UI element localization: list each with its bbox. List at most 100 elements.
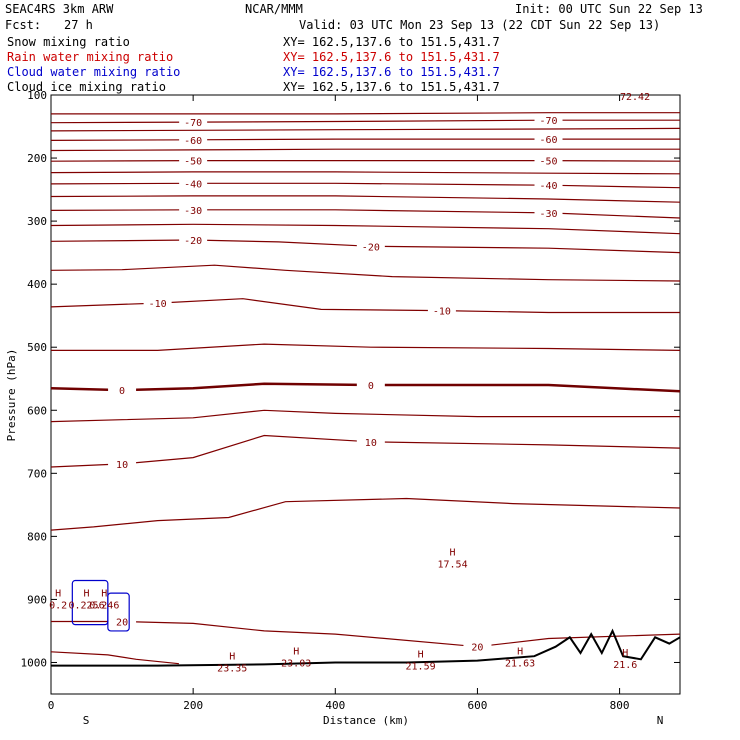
contour-label-bg — [179, 203, 208, 215]
high-value: 21.59 — [406, 661, 436, 672]
field-xy: XY= 162.5,137.6 to 151.5,431.7 — [283, 65, 500, 79]
contour-line — [50, 239, 681, 254]
contour-label-bg — [108, 384, 137, 396]
x-tick-label: 0 — [48, 699, 55, 712]
fcst-label: Fcst: — [5, 18, 41, 32]
y-axis-label: Pressure (hPa) — [5, 349, 18, 442]
y-tick-label: 700 — [27, 467, 47, 480]
high-marker: H — [622, 648, 628, 659]
contour-label: 10 — [365, 438, 377, 449]
x-tick-label: 200 — [183, 699, 203, 712]
contour-label-bg — [179, 177, 208, 189]
high-marker: H — [84, 588, 90, 599]
y-tick-label: 500 — [27, 341, 47, 354]
high-value: 23.03 — [281, 658, 311, 669]
y-tick-label: 600 — [27, 404, 47, 417]
contour-label: 0 — [368, 381, 374, 392]
cloud-water-layer — [71, 579, 130, 632]
contour-label: -20 — [362, 242, 380, 253]
high-value: 23.35 — [217, 663, 247, 674]
contour-label: -70 — [539, 116, 557, 127]
high-value: 21.63 — [505, 658, 535, 669]
contour-label-bg — [534, 114, 563, 126]
terrain-layer — [51, 628, 681, 667]
field-label: Rain water mixing ratio — [7, 50, 173, 64]
y-tick-label: 1000 — [21, 656, 48, 669]
terrain-line — [51, 628, 681, 667]
contour-line — [50, 195, 681, 203]
contour-label-bg — [143, 297, 172, 309]
contour-label-bg — [427, 304, 456, 316]
center-label: NCAR/MMM — [245, 2, 303, 16]
contour-line — [50, 264, 681, 282]
x-left-end-label: S — [83, 714, 90, 727]
field-legend: Snow mixing ratio XY= 162.5,137.6 to 151.… — [7, 35, 500, 94]
x-tick-label: 600 — [468, 699, 488, 712]
high-marker: H — [55, 588, 61, 599]
contour-label: -50 — [184, 157, 202, 168]
contour-label-bg — [179, 116, 208, 128]
contour-label-bg — [108, 457, 137, 469]
contour-label: -60 — [184, 136, 202, 147]
y-tick-label: 400 — [27, 278, 47, 291]
contour-label-bg — [179, 154, 208, 166]
contour-label-bg — [534, 179, 563, 191]
x-tick-label: 400 — [325, 699, 345, 712]
valid-time: Valid: 03 UTC Mon 23 Sep 13 (22 CDT Sun … — [299, 18, 660, 32]
field-label: Cloud water mixing ratio — [7, 65, 180, 79]
high-value: 21.6 — [613, 660, 637, 671]
x-axis-label: Distance (km) — [323, 714, 409, 727]
y-tick-label: 200 — [27, 152, 47, 165]
y-tick-label: 300 — [27, 215, 47, 228]
field-xy: XY= 162.5,137.6 to 151.5,431.7 — [283, 35, 500, 49]
contour-label-bg — [534, 154, 563, 166]
contour-label-bg — [108, 615, 137, 627]
contour-line — [50, 171, 681, 175]
high-value: 17.54 — [438, 559, 468, 570]
high-marker: H — [450, 547, 456, 558]
contour-line — [50, 651, 179, 665]
contour-line — [50, 138, 680, 141]
contour-label: -40 — [539, 181, 557, 192]
contour-line — [51, 343, 681, 351]
contour-line — [50, 119, 680, 124]
extrema-layer: H17.54H23.35H23.03H21.59H21.63H21.6H0.2H… — [49, 547, 637, 674]
contour-line — [50, 223, 681, 235]
contour-line — [50, 127, 681, 132]
contour-label: -10 — [149, 299, 167, 310]
contour-label-bg — [179, 234, 208, 246]
contour-label: 20 — [471, 643, 483, 654]
contour-label: -30 — [184, 206, 202, 217]
x-tick-label: 800 — [610, 699, 630, 712]
contour-label: -40 — [184, 179, 202, 190]
contour-label: -70 — [184, 118, 202, 129]
contour-line — [51, 112, 680, 115]
field-xy: XY= 162.5,137.6 to 151.5,431.7 — [283, 50, 500, 64]
contour-line — [50, 182, 681, 189]
contour-label: -60 — [539, 135, 557, 146]
contour-label-bg — [356, 379, 385, 391]
contour-label: -10 — [433, 307, 451, 318]
run-title: SEAC4RS 3km ARW — [5, 2, 114, 16]
contour-label-bg — [356, 435, 385, 447]
fcst-value: 27 h — [64, 18, 93, 32]
contour-label-bg — [179, 133, 208, 145]
high-value: 0.2256 — [68, 600, 104, 611]
plot-frame — [50, 94, 681, 695]
contour-label-bg — [463, 640, 492, 652]
field-label: Snow mixing ratio — [7, 35, 130, 49]
y-tick-label: 800 — [27, 530, 47, 543]
cloud-water-contour — [107, 592, 130, 632]
contour-label-bg — [356, 240, 385, 252]
high-marker: H — [517, 646, 523, 657]
contour-label: 20 — [116, 617, 128, 628]
x-right-end-label: N — [657, 714, 664, 727]
y-tick-label: 100 — [27, 89, 47, 102]
contour-line — [50, 160, 681, 162]
contour-layer: -70 -70 -60 -60 -50 -50 -40 -40 -30 -30 -20 -20 -10 -… — [50, 112, 681, 665]
high-marker: H — [418, 649, 424, 660]
contour-label-bg — [534, 206, 563, 218]
contour-line — [50, 148, 680, 152]
